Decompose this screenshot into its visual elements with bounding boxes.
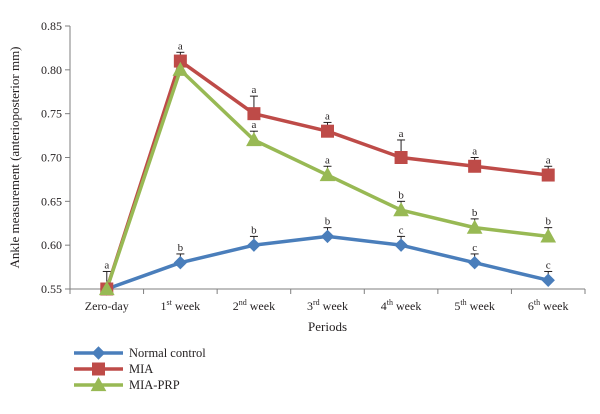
x-tick-label: 6th week [528, 298, 569, 313]
axes [65, 25, 586, 294]
significance-label: a [472, 146, 477, 158]
significance-labels: b b b c c c a a a a a a a a a b b b [104, 40, 551, 271]
data-point [541, 168, 555, 182]
data-point [468, 159, 482, 173]
data-point [173, 255, 188, 270]
data-point [247, 238, 261, 252]
legend-label: Normal control [129, 346, 206, 360]
y-tick-label: 0.85 [41, 19, 62, 33]
data-point [246, 131, 262, 147]
data-point [319, 167, 336, 182]
significance-label: a [178, 40, 183, 52]
data-point [393, 202, 409, 217]
y-tick-label: 0.80 [41, 63, 62, 77]
x-tick-label: Zero-day [85, 299, 129, 313]
significance-label: c [399, 224, 404, 236]
significance-label: a [104, 259, 109, 271]
x-tick-label: 5th week [454, 298, 495, 313]
series-line [106, 234, 549, 291]
data-point [394, 238, 408, 252]
y-tick-label: 0.75 [41, 107, 62, 121]
legend: Normal control MIA MIA-PRP [74, 346, 206, 392]
x-axis-label: Periods [308, 319, 347, 334]
significance-label: b [398, 189, 404, 201]
significance-label: b [472, 207, 478, 219]
significance-label: b [545, 216, 551, 228]
x-tick-labels: Zero-day 1st week 2nd week 3rd week 4th week… [85, 298, 569, 313]
data-point [467, 255, 482, 270]
y-tick-labels: 0.55 0.60 0.65 0.70 0.75 0.80 0.85 [41, 19, 62, 296]
x-tick-label: 1st week [161, 298, 201, 313]
significance-label: a [251, 119, 256, 131]
data-point [321, 124, 334, 138]
legend-label: MIA-PRP [129, 378, 180, 392]
significance-label: b [251, 224, 257, 236]
data-point [172, 61, 189, 76]
y-axis-label: Ankle measurement (anterioposterior mm) [7, 46, 22, 268]
significance-label: a [251, 84, 256, 96]
legend-marker [91, 346, 106, 360]
legend-marker [92, 362, 105, 376]
data-point [247, 107, 261, 121]
x-tick-label: 4th week [381, 298, 422, 313]
y-tick-label: 0.60 [41, 238, 62, 252]
y-tick-label: 0.65 [41, 194, 62, 208]
data-point [541, 273, 555, 287]
data-point [540, 228, 557, 243]
data-point [394, 151, 408, 164]
data-point [466, 219, 483, 234]
significance-label: c [472, 242, 477, 254]
significance-label: b [178, 242, 184, 254]
x-tick-label: 3rd week [307, 298, 348, 313]
significance-label: a [546, 154, 551, 166]
significance-label: a [399, 128, 404, 140]
y-tick-label: 0.70 [41, 151, 62, 165]
significance-label: a [325, 110, 330, 122]
significance-label: a [325, 154, 330, 166]
significance-label: c [546, 259, 551, 271]
legend-label: MIA [129, 362, 153, 376]
series-markers [98, 54, 557, 296]
y-tick-label: 0.55 [41, 282, 62, 296]
data-point [98, 280, 115, 296]
data-point [320, 229, 335, 244]
x-tick-label: 2nd week [233, 298, 275, 313]
significance-label: b [325, 216, 331, 228]
legend-marker [90, 376, 107, 392]
